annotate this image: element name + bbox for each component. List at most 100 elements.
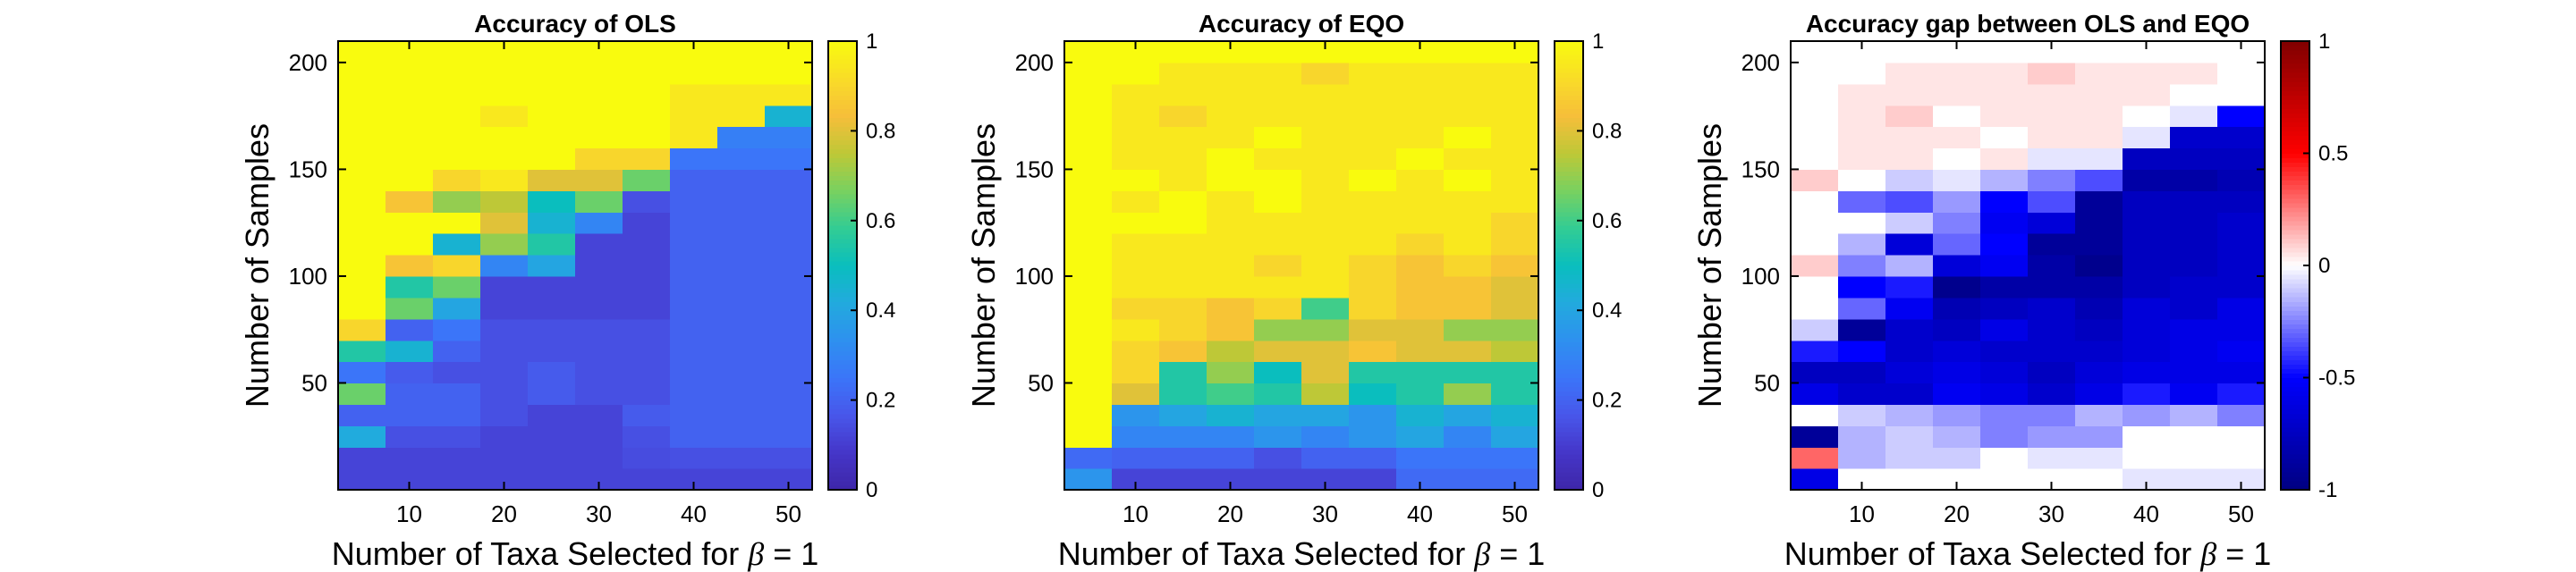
colorbar-segment xyxy=(2281,126,2309,131)
colorbar-segment xyxy=(2281,484,2309,491)
heatmap-cell xyxy=(1349,361,1397,384)
heatmap-cell xyxy=(1980,425,2029,448)
heatmap-cell xyxy=(480,447,529,469)
heatmap-cell xyxy=(1349,318,1397,341)
colorbar-tick-label: -1 xyxy=(2318,478,2337,502)
heatmap-cell xyxy=(433,105,481,128)
heatmap-cell xyxy=(2123,361,2171,384)
colorbar-segment xyxy=(2281,453,2309,459)
colorbar-segment xyxy=(1555,444,1583,450)
heatmap-cell xyxy=(386,275,434,299)
heatmap-cell xyxy=(623,41,671,63)
heatmap-cell xyxy=(1491,190,1539,213)
colorbar-tick-label: 0.2 xyxy=(1592,389,1622,413)
heatmap-cell xyxy=(1064,147,1113,171)
colorbar-tick-label: -0.5 xyxy=(2318,366,2355,391)
heatmap-cell xyxy=(1396,340,1445,363)
heatmap-cell xyxy=(1064,212,1113,234)
heatmap-cell xyxy=(1491,275,1539,299)
heatmap-panel-eqo-accuracy: Accuracy of EQO Number of Samples Number… xyxy=(965,10,1622,572)
heatmap-cell xyxy=(1112,383,1160,405)
heatmap-cell xyxy=(528,404,576,426)
heatmap-cell xyxy=(1112,147,1160,171)
colorbar-segment xyxy=(2281,279,2309,284)
heatmap-cell xyxy=(386,318,434,341)
heatmap-cell xyxy=(2123,169,2171,191)
colorbar-segment xyxy=(1555,324,1583,329)
heatmap-cell xyxy=(1885,126,1934,149)
heatmap-cell xyxy=(1112,190,1160,213)
colorbar-segment xyxy=(828,453,857,459)
colorbar-segment xyxy=(1555,59,1583,64)
heatmap-cell xyxy=(433,190,481,213)
heatmap-cell xyxy=(717,126,766,149)
heatmap-cell xyxy=(386,447,434,469)
heatmap-cell xyxy=(338,83,386,106)
heatmap-cell xyxy=(717,212,766,234)
chart-title: Accuracy of EQO xyxy=(1199,10,1404,38)
heatmap-cell xyxy=(1301,447,1350,469)
colorbar-segment xyxy=(2281,251,2309,257)
heatmap-cell xyxy=(1933,233,1981,256)
heatmap-cell xyxy=(1491,404,1539,426)
heatmap-cell xyxy=(1254,447,1302,469)
heatmap-cell xyxy=(338,297,386,320)
colorbar-segment xyxy=(2281,95,2309,100)
heatmap-cell xyxy=(1207,126,1255,149)
x-tick-label: 10 xyxy=(1849,500,1875,527)
heatmap-cell xyxy=(1112,297,1160,320)
heatmap-cell xyxy=(1444,318,1492,341)
colorbar-segment xyxy=(1555,413,1583,419)
heatmap-cell xyxy=(2123,340,2171,363)
heatmap-cell xyxy=(670,383,718,405)
colorbar-segment xyxy=(828,139,857,146)
colorbar-segment xyxy=(1555,206,1583,213)
colorbar-segment xyxy=(2281,260,2309,266)
colorbar-segment xyxy=(828,72,857,78)
heatmap-cell xyxy=(2075,297,2123,320)
colorbar-segment xyxy=(1555,404,1583,410)
heatmap-cell xyxy=(2123,275,2171,299)
heatmap-cell xyxy=(1791,447,1839,469)
x-axis-label-suffix: = 1 xyxy=(2216,535,2271,572)
heatmap-cell xyxy=(1207,233,1255,256)
colorbar-segment xyxy=(2281,400,2309,406)
heatmap-cell xyxy=(1396,83,1445,106)
heatmap-cell xyxy=(717,383,766,405)
heatmap-cell xyxy=(1933,147,1981,171)
colorbar-segment xyxy=(1555,90,1583,96)
heatmap-cell xyxy=(670,147,718,171)
colorbar-segment xyxy=(828,180,857,186)
colorbar-segment xyxy=(2281,81,2309,87)
heatmap-cell xyxy=(575,212,623,234)
heatmap-cell xyxy=(1349,190,1397,213)
heatmap-cell xyxy=(2028,62,2076,85)
heatmap-cell xyxy=(575,147,623,171)
heatmap-cell xyxy=(2075,83,2123,106)
heatmap-cell xyxy=(2217,425,2266,448)
heatmap-cell xyxy=(1254,255,1302,277)
heatmap-cell xyxy=(480,169,529,191)
heatmap-cell xyxy=(480,62,529,85)
colorbar-segment xyxy=(1555,233,1583,240)
heatmap-cell xyxy=(386,297,434,320)
heatmap-panel-ols-accuracy: Accuracy of OLS Number of Samples Number… xyxy=(239,10,895,572)
colorbar-segment xyxy=(2281,256,2309,262)
heatmap-cell xyxy=(1207,147,1255,171)
heatmap-cell xyxy=(1491,361,1539,384)
colorbar-segment xyxy=(2281,283,2309,289)
colorbar-segment xyxy=(2281,206,2309,213)
heatmap-cell xyxy=(670,190,718,213)
heatmap-cell xyxy=(1444,233,1492,256)
heatmap-cell xyxy=(670,126,718,149)
heatmap-cell xyxy=(1207,105,1255,128)
colorbar-segment xyxy=(1555,256,1583,262)
colorbar-segment xyxy=(1555,104,1583,109)
heatmap-cell xyxy=(1349,41,1397,63)
heatmap-cell xyxy=(1491,169,1539,191)
heatmap-cell xyxy=(2217,147,2266,171)
heatmap-cell xyxy=(480,105,529,128)
colorbar-segment xyxy=(1555,274,1583,280)
colorbar-segment xyxy=(1555,238,1583,244)
heatmap-cell xyxy=(386,255,434,277)
